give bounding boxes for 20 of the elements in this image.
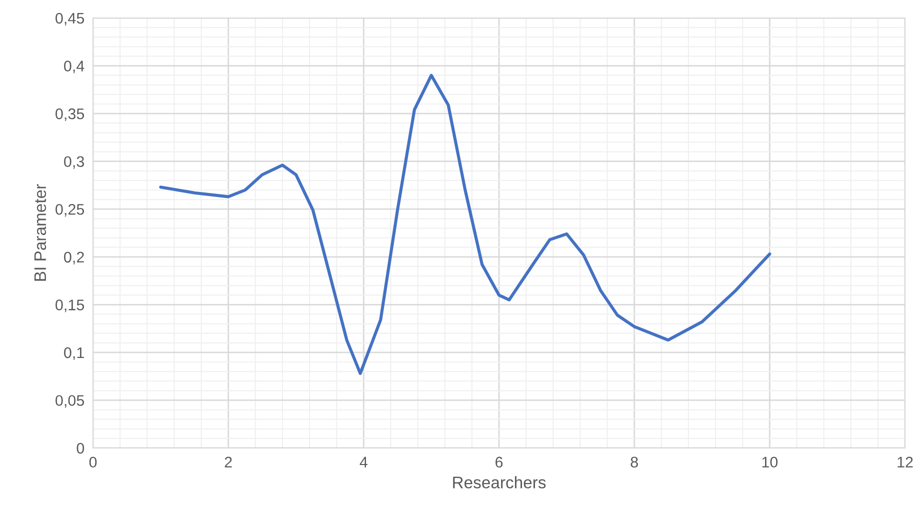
y-tick-label: 0,1 <box>64 347 84 360</box>
y-tick-label: 0,15 <box>56 300 84 312</box>
y-tick-label: 0 <box>76 442 84 454</box>
y-tick-label: 0,4 <box>64 60 84 74</box>
x-tick-label: 4 <box>360 456 368 468</box>
x-tick-label: 6 <box>496 456 503 468</box>
x-tick-label: 12 <box>898 456 913 468</box>
x-tick-label: 10 <box>762 456 778 468</box>
x-axis-title: Researchers <box>453 476 546 488</box>
x-tick-label: 8 <box>630 456 638 468</box>
x-tick-label: 0 <box>89 456 97 468</box>
x-tick-label: 2 <box>224 456 232 468</box>
y-axis-title: BI Parameter <box>34 184 46 281</box>
y-tick-label: 0,45 <box>56 12 84 26</box>
y-tick-label: 0,35 <box>56 108 84 122</box>
y-tick-label: 0,05 <box>56 395 84 408</box>
y-tick-label: 0,3 <box>64 156 84 169</box>
line-series <box>159 74 772 375</box>
y-tick-label: 0,25 <box>56 204 84 217</box>
y-tick-label: 0,2 <box>64 252 84 264</box>
